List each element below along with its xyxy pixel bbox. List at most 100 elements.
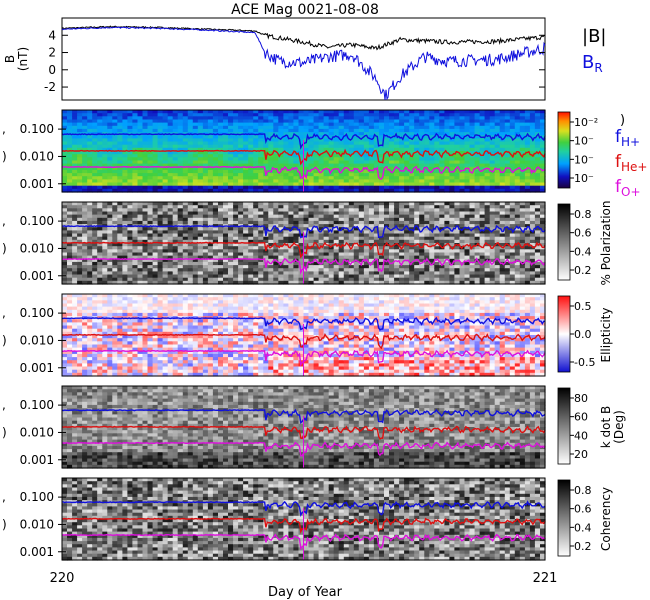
heatmap-cell	[218, 166, 224, 171]
heatmap-cell	[212, 110, 219, 114]
heatmap-cell	[474, 214, 481, 219]
heatmap-cell	[137, 169, 144, 174]
heatmap-cell	[177, 128, 184, 133]
heatmap-cell	[112, 202, 118, 206]
heatmap-cell	[404, 261, 410, 266]
heatmap-cell	[107, 277, 113, 282]
heatmap-cell	[308, 214, 315, 219]
heatmap-cell	[142, 113, 149, 117]
heatmap-cell	[308, 119, 315, 124]
heatmap-cell	[494, 122, 501, 127]
heatmap-cell	[248, 236, 254, 241]
heatmap-cell	[273, 141, 279, 146]
heatmap-cell	[368, 205, 375, 209]
heatmap-cell	[62, 173, 68, 177]
heatmap-cell	[379, 202, 385, 206]
heatmap-cell	[162, 141, 169, 146]
heatmap-cell	[182, 179, 189, 184]
heatmap-cell	[293, 252, 299, 257]
heatmap-cell	[303, 135, 310, 139]
heatmap-cell	[358, 280, 365, 285]
heatmap-cell	[258, 261, 264, 266]
heatmap-cell	[540, 160, 546, 165]
heatmap-cell	[228, 154, 234, 158]
heatmap-cell	[318, 122, 325, 127]
heatmap-cell	[182, 280, 189, 285]
heatmap-cell	[253, 138, 259, 143]
heatmap-cell	[228, 179, 234, 184]
heatmap-cell	[343, 128, 350, 133]
heatmap-cell	[67, 173, 73, 177]
heatmap-cell	[223, 230, 229, 235]
heatmap-cell	[223, 249, 229, 254]
heatmap-cell	[504, 230, 511, 235]
heatmap-cell	[333, 116, 340, 121]
heatmap-cell	[529, 202, 536, 206]
heatmap-cell	[197, 151, 204, 155]
heatmap-cell	[404, 211, 410, 216]
heatmap-cell	[323, 271, 330, 276]
heatmap-cell	[97, 202, 103, 206]
heatmap-cell	[358, 211, 365, 216]
heatmap-cell	[152, 154, 159, 158]
heatmap-cell	[494, 274, 501, 279]
heatmap-cell	[394, 119, 400, 124]
heatmap-cell	[122, 116, 128, 121]
heatmap-cell	[142, 233, 149, 238]
heatmap-cell	[202, 268, 209, 272]
heatmap-cell	[439, 261, 445, 266]
heatmap-cell	[459, 138, 466, 143]
heatmap-cell	[233, 176, 239, 180]
heatmap-cell	[122, 122, 128, 127]
heatmap-cell	[363, 255, 370, 260]
heatmap-cell	[469, 274, 476, 279]
heatmap-cell	[177, 116, 184, 121]
heatmap-cell	[318, 271, 325, 276]
heatmap-cell	[127, 141, 133, 146]
heatmap-cell	[414, 160, 420, 165]
heatmap-cell	[112, 258, 118, 263]
heatmap-cell	[323, 132, 330, 136]
heatmap-cell	[233, 252, 239, 257]
heatmap-cell	[308, 160, 315, 165]
heatmap-cell	[182, 119, 189, 124]
heatmap-cell	[212, 277, 219, 282]
heatmap-cell	[147, 154, 154, 158]
heatmap-cell	[328, 252, 335, 257]
heatmap-cell	[72, 205, 78, 209]
heatmap-cell	[177, 220, 184, 225]
heatmap-cell	[192, 280, 199, 285]
heatmap-cell	[62, 138, 68, 143]
heatmap-cell	[444, 132, 450, 136]
heatmap-cell	[172, 157, 179, 162]
heatmap-cell	[348, 249, 355, 254]
heatmap-cell	[394, 113, 400, 117]
heatmap-cell	[394, 128, 400, 133]
heatmap-cell	[363, 169, 370, 174]
heatmap-cell	[72, 157, 78, 162]
heatmap-cell	[278, 252, 284, 257]
heatmap-cell	[389, 252, 395, 257]
heatmap-cell	[157, 154, 164, 158]
heatmap-cell	[368, 217, 375, 222]
heatmap-cell	[348, 154, 355, 158]
heatmap-cell	[112, 151, 118, 155]
heatmap-cell	[524, 138, 531, 143]
heatmap-cell	[449, 208, 455, 213]
heatmap-cell	[404, 202, 410, 206]
heatmap-cell	[233, 179, 239, 184]
heatmap-cell	[379, 154, 385, 158]
heatmap-cell	[122, 252, 128, 257]
heatmap-cell	[459, 214, 466, 219]
heatmap-cell	[107, 220, 113, 225]
heatmap-cell	[514, 138, 521, 143]
heatmap-cell	[479, 208, 486, 213]
heatmap-cell	[384, 268, 390, 272]
heatmap-cell	[253, 208, 259, 213]
heatmap-cell	[358, 243, 365, 247]
heatmap-cell	[273, 144, 279, 149]
heatmap-cell	[514, 185, 521, 190]
heatmap-cell	[283, 135, 289, 139]
heatmap-cell	[62, 113, 68, 117]
heatmap-cell	[97, 236, 103, 241]
